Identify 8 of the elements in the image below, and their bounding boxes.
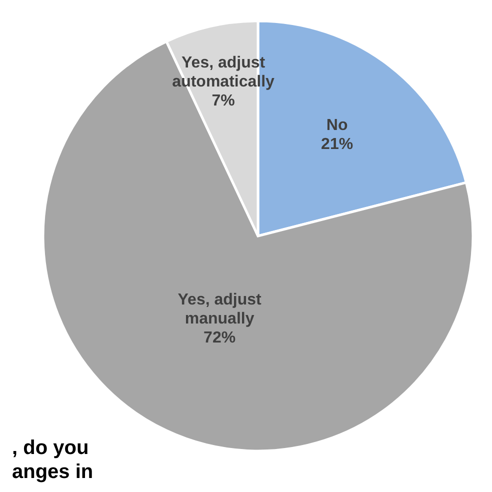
- slice-label: Yes, adjust manually: [178, 291, 262, 328]
- text: , do you: [12, 437, 89, 459]
- text: anges in: [12, 461, 94, 483]
- data-label: 21%: [321, 136, 354, 154]
- slice-label: Yes, adjust automatically: [172, 54, 275, 90]
- data-label: 7%: [212, 92, 235, 110]
- slice-label: No: [326, 117, 348, 134]
- data-label: 72%: [204, 329, 236, 346]
